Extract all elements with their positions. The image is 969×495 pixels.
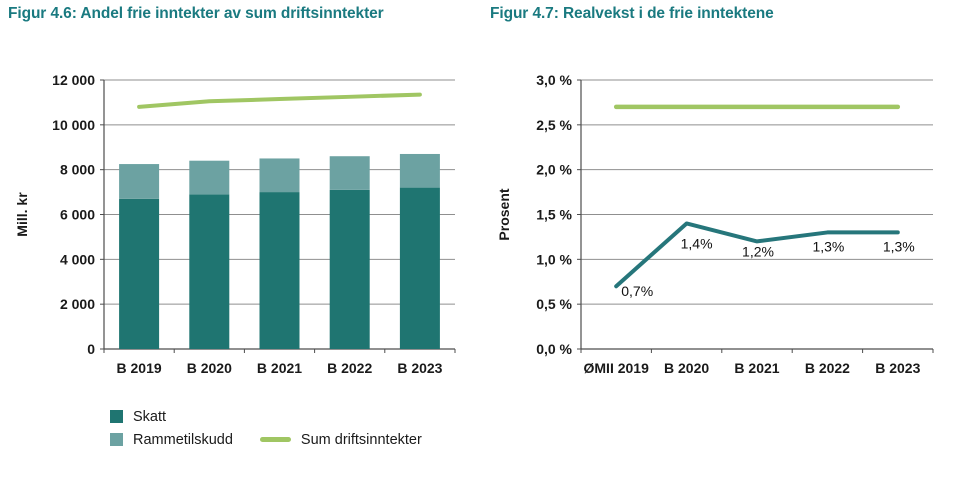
x-tick-label: B 2020 [664,360,709,376]
bar-skatt [259,192,300,349]
x-tick-label: B 2023 [397,360,442,376]
bar-rammetilskudd [399,153,440,188]
legend-item-sum-driftsinntekter: Sum driftsinntekter [259,431,422,448]
bar-rammetilskudd [259,158,300,193]
x-tick-label: ØMII 2019 [584,360,650,376]
x-tick-label: B 2021 [734,360,779,376]
line-chart-realvekst: 0,0 % 0,5 % 1,0 % 1,5 % 2,0 % 2,5 % 3,0 % ØMII … [496,72,934,376]
y-tick-label: 12 000 [52,72,95,88]
sum-driftsinntekter-swatch [259,437,291,442]
y-tick-label: 8 000 [60,162,95,178]
y-axis-title: Mill. kr [14,192,30,237]
legend-label-skatt: Skatt [133,408,167,425]
data-label: 1,2% [742,243,774,259]
y-tick-label: 0 [87,341,95,357]
bar-rammetilskudd [329,156,370,190]
x-tick-label: B 2019 [117,360,162,376]
figure-4-6-title: Figur 4.6: Andel frie inntekter av sum d… [8,5,384,22]
y-tick-label: 3,0 % [536,72,572,88]
skatt-swatch [110,410,123,423]
legend-figure-4-6: Skatt Rammetilskudd Sum driftsinntekter [110,405,422,451]
data-label: 1,3% [883,238,915,254]
y-tick-label: 4 000 [60,251,95,267]
y-tick-label: 0,5 % [536,296,572,312]
y-tick-label: 10 000 [52,117,95,133]
legend-row-2: Rammetilskudd Sum driftsinntekter [110,428,422,451]
stacked-bar-chart-frie-inntekter: 0 2 000 4 000 6 000 8 000 10 000 12 000 B 2019 B… [14,72,456,376]
y-tick-label: 6 000 [60,207,95,223]
legend-label-rammetilskudd: Rammetilskudd [133,431,233,448]
y-axis-title: Prosent [496,188,512,240]
figure-4-7: Figur 4.7: Realvekst i de frie inntekten… [485,0,969,495]
y-tick-label: 2 000 [60,296,95,312]
rammetilskudd-swatch [110,433,123,446]
y-tick-label: 2,5 % [536,117,572,133]
x-tick-label: B 2022 [805,360,850,376]
bar-skatt [189,194,230,349]
x-tick-label: B 2021 [257,360,302,376]
y-tick-label: 1,0 % [536,251,572,267]
data-label: 1,4% [681,235,713,251]
y-tick-label: 1,5 % [536,207,572,223]
y-tick-label: 0,0 % [536,341,572,357]
bar-skatt [329,189,370,349]
legend-label-sum-driftsinntekter: Sum driftsinntekter [300,431,422,448]
figure-4-6: Figur 4.6: Andel frie inntekter av sum d… [8,5,456,451]
bar-skatt [119,198,160,349]
bar-rammetilskudd [189,160,230,195]
y-tick-label: 2,0 % [536,162,572,178]
data-label: 0,7% [621,283,653,299]
sum-driftsinntekter-line [137,92,422,109]
figure-4-7-title: Figur 4.7: Realvekst i de frie inntekten… [490,5,774,22]
x-tick-label: B 2023 [875,360,920,376]
data-label: 1,3% [812,238,844,254]
bar-rammetilskudd [119,164,160,199]
legend-item-skatt: Skatt [110,405,422,428]
realvekst-line [614,221,900,289]
bar-skatt [399,187,440,349]
x-tick-label: B 2022 [327,360,372,376]
x-tick-label: B 2020 [187,360,232,376]
